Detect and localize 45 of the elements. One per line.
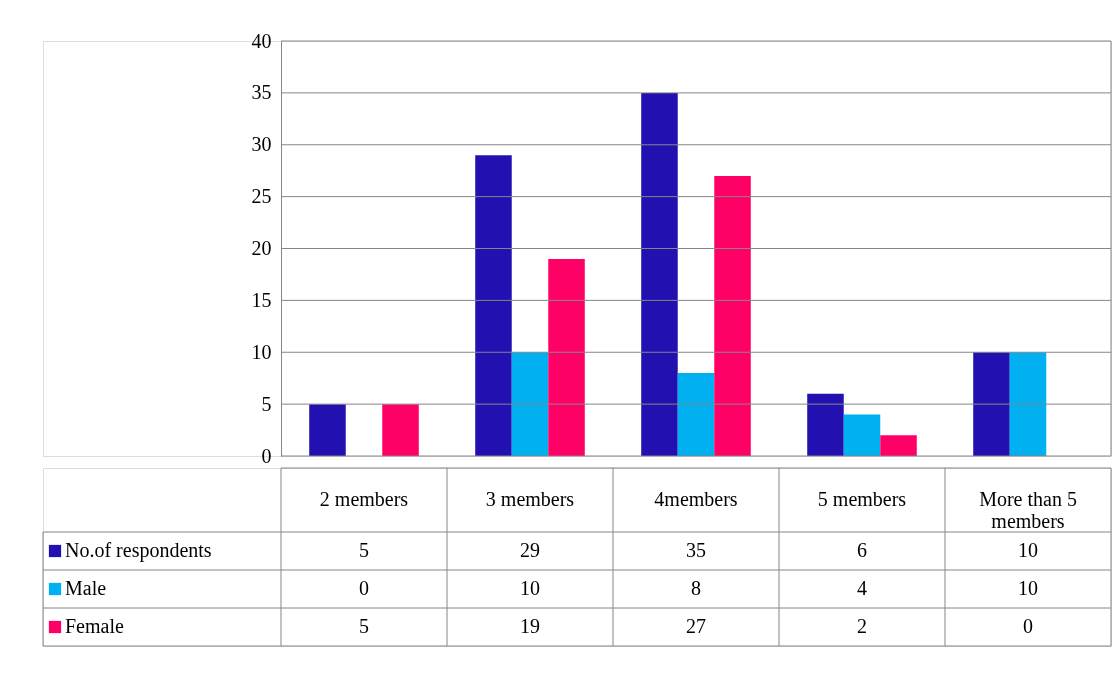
data-label: 10 (520, 577, 540, 599)
y-tick-label: 40 (251, 29, 272, 52)
bar (641, 92, 678, 456)
data-label: 27 (686, 615, 706, 637)
data-label: 19 (520, 615, 540, 637)
bar (1009, 352, 1047, 456)
legend-label: Male (65, 577, 107, 599)
x-tick-label: 2 members (319, 488, 409, 510)
bar (843, 414, 881, 456)
x-tick-label: More than 5 members (979, 488, 1077, 532)
data-label: 10 (1018, 577, 1038, 599)
data-label: 29 (520, 539, 540, 561)
legend-label: No.of respondents (65, 539, 212, 562)
bar (511, 352, 549, 456)
data-label: 5 (359, 615, 369, 637)
data-label: 5 (359, 539, 369, 561)
x-tick-label: 4members (654, 488, 738, 510)
y-tick-label: 5 (261, 392, 272, 415)
y-tick-label: 20 (251, 237, 272, 259)
y-tick-label: 0 (261, 444, 272, 467)
data-label: 8 (691, 577, 701, 599)
data-label: 2 (857, 615, 867, 637)
y-tick-label: 35 (251, 81, 272, 104)
bar (382, 404, 419, 456)
y-tick-label: 15 (251, 288, 272, 311)
data-label: 35 (686, 539, 706, 561)
bar (309, 404, 346, 456)
bar (880, 435, 917, 456)
bar (475, 155, 512, 456)
bar (677, 373, 715, 456)
legend-label: Female (65, 615, 124, 637)
y-tick-label: 25 (251, 185, 272, 208)
y-tick-label: 30 (251, 133, 272, 156)
bar (548, 258, 585, 456)
bar (973, 352, 1010, 456)
x-tick-label: 3 members (485, 488, 575, 510)
x-tick-label: 5 members (817, 488, 907, 510)
data-label: 4 (857, 577, 867, 599)
y-tick-label: 10 (251, 340, 272, 363)
data-label: 6 (857, 539, 867, 561)
bar (714, 175, 751, 456)
data-label: 0 (359, 577, 369, 599)
bar (807, 393, 844, 456)
data-label: 10 (1018, 539, 1038, 561)
data-label: 0 (1023, 615, 1033, 637)
